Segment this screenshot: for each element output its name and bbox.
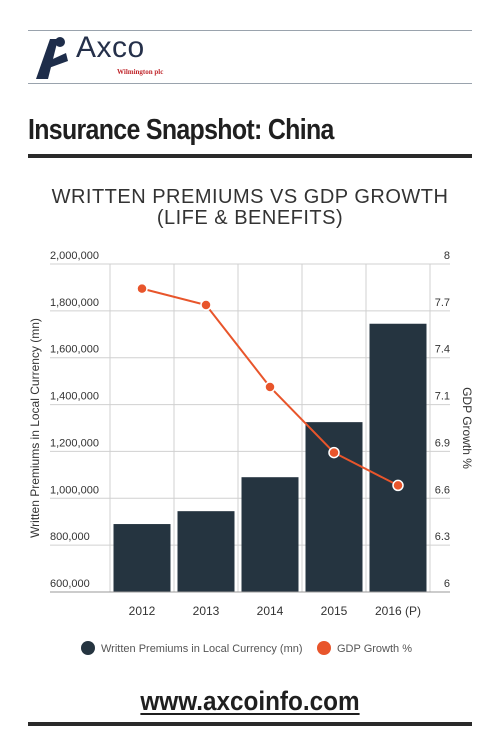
y2-tick-label: 6.6 [435,484,450,496]
page-title: Insurance Snapshot: China [28,114,334,146]
y2-tick-label: 7.4 [435,344,450,356]
footer-rule [28,722,472,726]
gdp-point [200,299,212,311]
y2-tick-label: 8 [444,250,450,262]
header-top-rule [28,30,472,31]
chart-subtitle: (LIFE & BENEFITS) [156,207,344,229]
bar [177,511,235,592]
chart-title: WRITTEN PREMIUMS VS GDP GROWTH [51,186,449,208]
footer-link[interactable]: www.axcoinfo.com [140,686,360,716]
brand-name: Axco [76,31,145,64]
gdp-point [392,479,404,492]
y2-tick-label: 6 [444,578,450,590]
y2-axis-title: GDP Growth % [460,387,474,469]
x-tick-label: 2016 (P) [375,604,421,618]
y-tick-label: 1,400,000 [50,391,99,403]
x-tick-label: 2014 [257,604,284,618]
brand-subtitle: Wilmington plc [117,68,164,76]
axco-logo [36,37,68,79]
y-tick-label: 1,000,000 [50,484,99,496]
bar [241,477,299,592]
gdp-point [328,446,340,459]
bar [369,323,427,592]
x-tick-label: 2012 [129,604,156,618]
gdp-point [136,282,148,295]
x-tick-label: 2013 [193,604,220,618]
bar [113,524,171,592]
legend-marker-gdp [317,641,331,655]
gdp-point [264,381,276,393]
y2-tick-label: 7.1 [435,391,450,403]
legend-label-premiums: Written Premiums in Local Currency (mn) [101,643,303,655]
title-rule [28,154,472,158]
x-tick-label: 2015 [321,604,348,618]
y-tick-label: 800,000 [50,531,90,543]
y-tick-label: 1,800,000 [50,297,99,309]
y-axis-title: Written Premiums in Local Currency (mn) [28,318,42,538]
legend-marker-premiums [81,641,95,655]
header-logo-rule [28,83,472,84]
y2-tick-label: 7.7 [435,297,450,309]
y-tick-label: 2,000,000 [50,250,99,262]
y2-tick-label: 6.9 [435,437,450,449]
y2-tick-label: 6.3 [435,531,450,543]
y-tick-label: 1,200,000 [50,437,99,449]
y-tick-label: 600,000 [50,578,90,590]
legend-label-gdp: GDP Growth % [337,643,412,655]
y-tick-label: 1,600,000 [50,344,99,356]
